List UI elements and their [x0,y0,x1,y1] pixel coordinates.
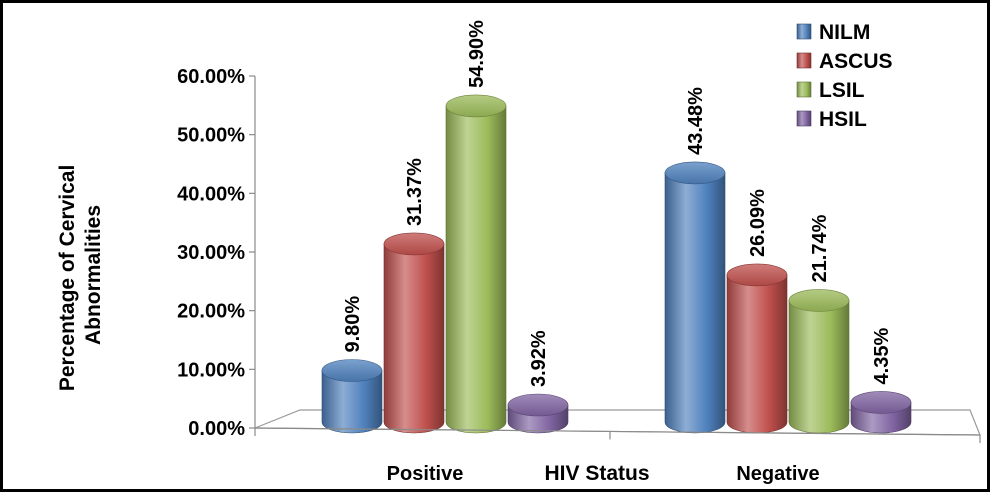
category-axis: Positive Negative [254,427,981,485]
y-axis-title-line-1: Percentage of Cervical [56,165,79,391]
y-tick-label: 10.00% [177,359,245,381]
legend-item-nilm: NILM [796,21,870,44]
y-tick-label: 20.00% [177,301,245,323]
data-label-negative-hsil: 4.35% [871,328,893,385]
bars [321,94,912,434]
bar-positive-ascus [383,232,445,434]
value-axis: 0.00% 10.00% 20.00% 30.00% 40.00% 50.00% 60.00… [177,66,256,440]
y-axis-title: Percentage of Cervical Abnormalities [56,159,105,391]
legend-label: NILM [819,21,870,44]
bar-positive-lsil [445,94,507,434]
legend-swatch [796,52,812,69]
data-label-positive-hsil: 3.92% [528,330,550,387]
data-label-negative-ascus: 26.09% [747,189,769,257]
data-labels: 9.80% 31.37% 54.90% 3.92% 43.48% 26.09% 21.74%… [342,20,893,387]
x-axis-line [254,427,981,436]
bar-negative-lsil [788,289,850,434]
y-tick-label: 40.00% [177,183,245,205]
legend-label: LSIL [819,79,865,102]
y-tick-label: 30.00% [177,242,245,264]
legend-item-lsil: LSIL [796,79,865,102]
legend-item-hsil: HSIL [796,108,867,131]
bar-negative-hsil [850,391,912,434]
category-label-positive: Positive [387,463,464,485]
data-label-positive-nilm: 9.80% [342,296,364,353]
y-tick-label: 50.00% [177,125,245,147]
y-tick-label: 0.00% [188,418,245,440]
legend-label: HSIL [819,108,867,131]
legend-swatch [796,110,812,127]
y-tick-label: 60.00% [177,66,245,88]
bar-negative-nilm [664,161,726,434]
data-label-positive-lsil: 54.90% [466,20,488,88]
bar-positive-hsil [507,393,569,434]
legend-item-ascus: ASCUS [796,50,893,73]
x-axis-title: HIV Status [544,462,649,485]
data-label-negative-lsil: 21.74% [809,214,831,282]
legend-label: ASCUS [819,50,893,73]
legend-swatch [796,23,812,40]
legend-swatch [796,81,812,98]
category-label-negative: Negative [736,463,819,485]
bar-positive-nilm [321,359,383,434]
legend: NILM ASCUS LSIL HSIL [796,21,893,131]
data-label-negative-nilm: 43.48% [685,87,707,155]
y-axis-title-line-2: Abnormalities [82,205,105,345]
bar-negative-ascus [726,263,788,434]
data-label-positive-ascus: 31.37% [404,158,426,226]
